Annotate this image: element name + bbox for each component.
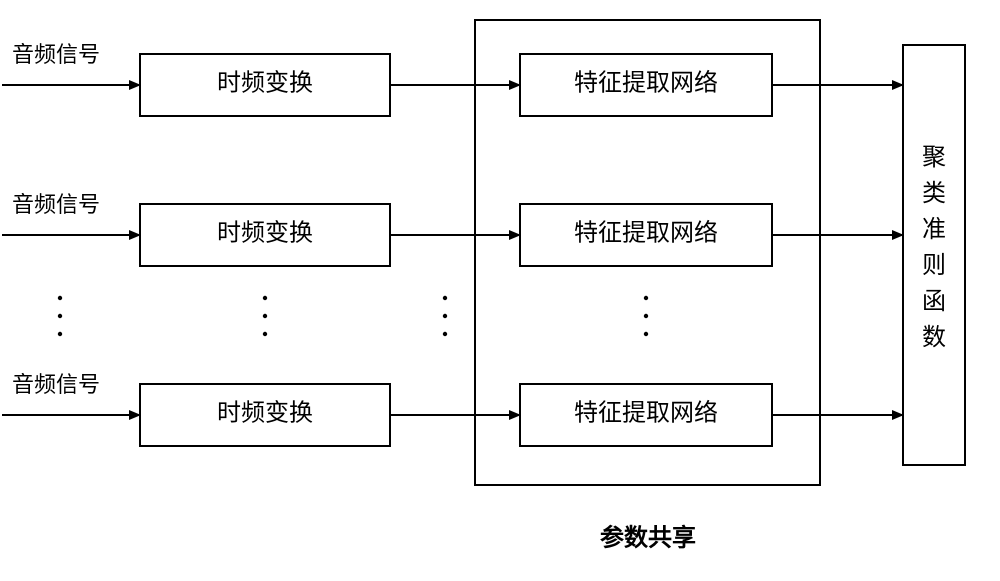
output-label-char: 函 [922,289,946,315]
diagram-canvas: 音频信号时频变换特征提取网络音频信号时频变换特征提取网络音频信号时频变换特征提取… [0,0,1000,581]
box1-label: 时频变换 [217,70,313,97]
input-label: 音频信号 [12,42,100,67]
ellipsis-dot [58,314,62,318]
output-label-char: 聚 [922,145,946,171]
box1-label: 时频变换 [217,400,313,427]
output-label-char: 类 [922,180,946,207]
ellipsis-dot [443,314,447,318]
input-label: 音频信号 [12,192,100,217]
box1-label: 时频变换 [217,220,313,247]
ellipsis-dot [644,332,648,336]
ellipsis-dot [263,314,267,318]
ellipsis-dot [644,296,648,300]
output-label-char: 准 [922,216,946,243]
ellipsis-dot [58,296,62,300]
shared-params-label: 参数共享 [600,524,696,552]
box2-label: 特征提取网络 [574,220,718,247]
ellipsis-dot [443,296,447,300]
box2-label: 特征提取网络 [574,400,718,427]
output-label-char: 数 [922,324,946,351]
ellipsis-dot [263,296,267,300]
ellipsis-dot [644,314,648,318]
ellipsis-dot [58,332,62,336]
box2-label: 特征提取网络 [574,70,718,97]
output-label-char: 则 [922,252,946,279]
input-label: 音频信号 [12,372,100,397]
ellipsis-dot [443,332,447,336]
ellipsis-dot [263,332,267,336]
